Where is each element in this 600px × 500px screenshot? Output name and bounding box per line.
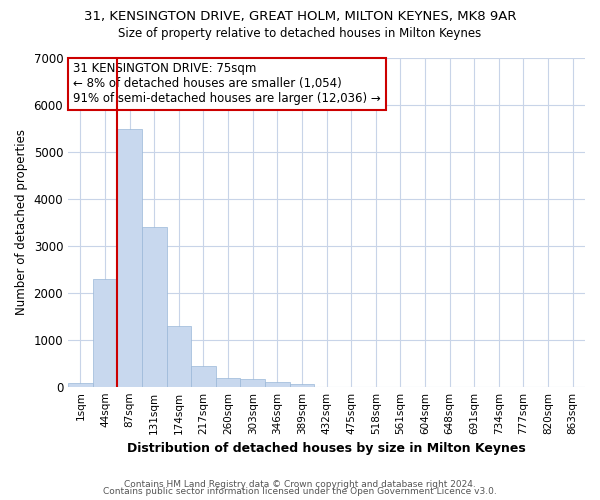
- Text: Contains HM Land Registry data © Crown copyright and database right 2024.: Contains HM Land Registry data © Crown c…: [124, 480, 476, 489]
- Text: 31, KENSINGTON DRIVE, GREAT HOLM, MILTON KEYNES, MK8 9AR: 31, KENSINGTON DRIVE, GREAT HOLM, MILTON…: [84, 10, 516, 23]
- Bar: [117, 129, 142, 386]
- X-axis label: Distribution of detached houses by size in Milton Keynes: Distribution of detached houses by size …: [127, 442, 526, 455]
- Bar: [265, 382, 290, 386]
- Bar: [92, 280, 117, 386]
- Text: 31 KENSINGTON DRIVE: 75sqm
← 8% of detached houses are smaller (1,054)
91% of se: 31 KENSINGTON DRIVE: 75sqm ← 8% of detac…: [73, 62, 381, 106]
- Bar: [167, 326, 191, 386]
- Bar: [216, 378, 241, 386]
- Bar: [290, 384, 314, 386]
- Bar: [191, 366, 216, 386]
- Y-axis label: Number of detached properties: Number of detached properties: [15, 129, 28, 315]
- Bar: [142, 227, 167, 386]
- Text: Size of property relative to detached houses in Milton Keynes: Size of property relative to detached ho…: [118, 28, 482, 40]
- Bar: [68, 384, 92, 386]
- Text: Contains public sector information licensed under the Open Government Licence v3: Contains public sector information licen…: [103, 488, 497, 496]
- Bar: [241, 379, 265, 386]
